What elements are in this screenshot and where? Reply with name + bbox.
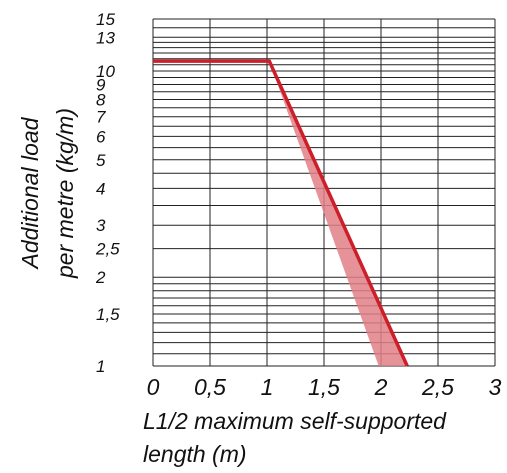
y-tick-label: 4	[96, 179, 105, 198]
x-tick-label: 0	[147, 374, 160, 400]
series-line	[153, 59, 409, 367]
y-tick-label: 5	[96, 151, 106, 170]
x-axis-label: L1/2 maximum self-supported length (m)	[143, 408, 447, 467]
y-axis-label-line: per metre (kg/m)	[52, 108, 78, 279]
y-tick-label: 13	[96, 28, 115, 47]
y-tick-label: 1	[96, 357, 105, 376]
x-axis-label-line: L1/2 maximum self-supported	[143, 408, 447, 434]
vertical-gridlines	[152, 19, 496, 366]
x-tick-label: 3	[489, 374, 502, 400]
y-tick-label: 2,5	[95, 240, 120, 259]
y-tick-label: 7	[96, 108, 106, 127]
x-tick-label: 1,5	[308, 374, 340, 400]
x-tick-label: 2	[374, 374, 388, 400]
y-tick-label: 6	[96, 127, 106, 146]
x-tick-labels: 0 0,5 1 1,5 2 2,5 3	[147, 374, 502, 400]
y-tick-label: 8	[96, 91, 106, 110]
y-tick-label: 9	[96, 76, 106, 95]
x-tick-label: 2,5	[421, 374, 454, 400]
y-axis-label-line: Additional load	[17, 116, 43, 270]
data-series	[153, 59, 409, 367]
x-axis-label-line: length (m)	[143, 441, 247, 467]
y-tick-label: 3	[96, 216, 106, 235]
y-tick-label: 2	[95, 268, 106, 287]
x-tick-label: 1	[261, 374, 274, 400]
y-tick-label: 10	[96, 62, 115, 81]
y-tick-label: 15	[96, 10, 115, 29]
y-axis-label: Additional load per metre (kg/m)	[17, 108, 78, 279]
y-tick-label: 1,5	[96, 305, 120, 324]
x-tick-label: 0,5	[194, 374, 226, 400]
